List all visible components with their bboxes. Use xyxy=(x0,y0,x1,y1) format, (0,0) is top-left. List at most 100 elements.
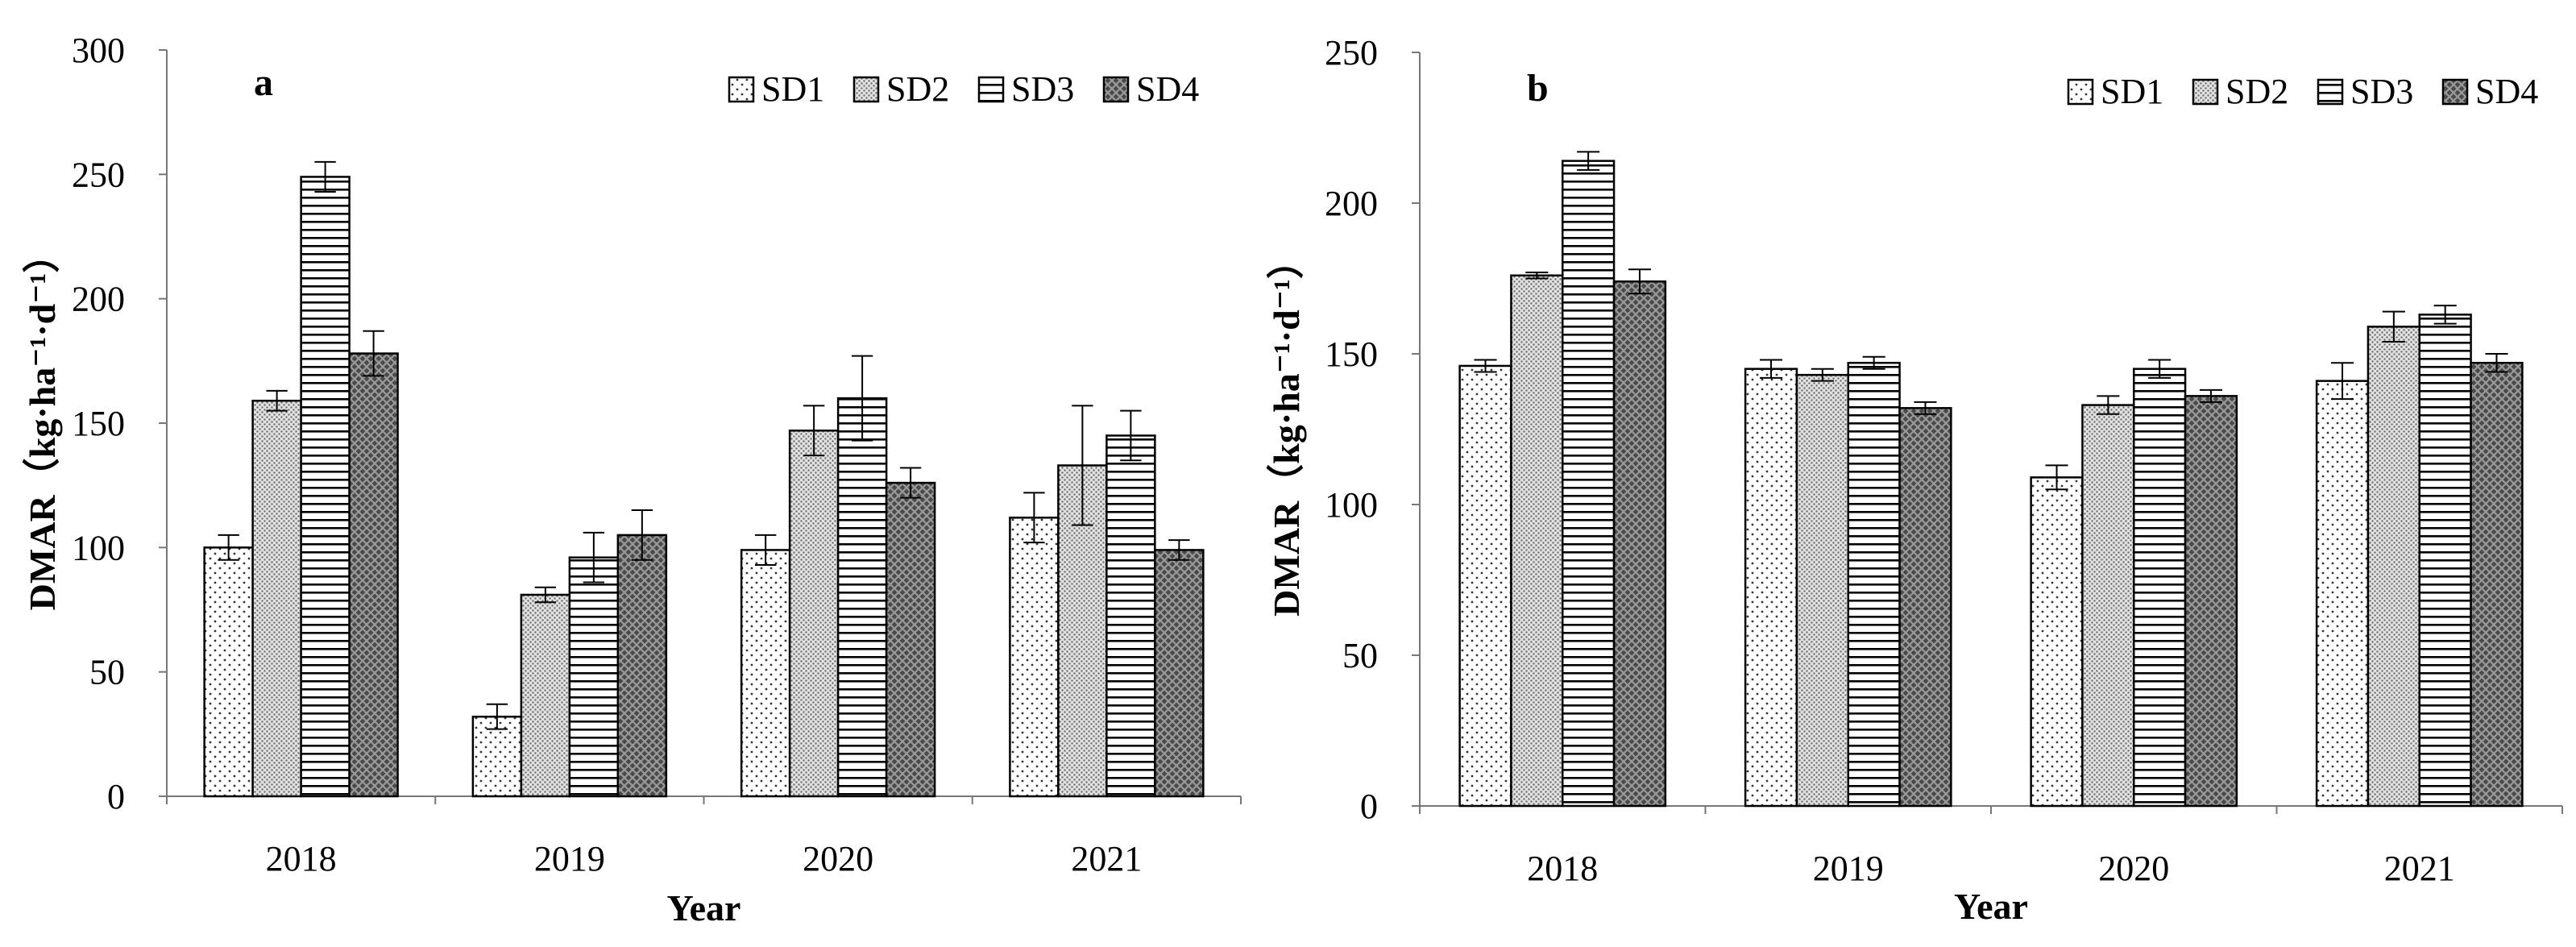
bar-sd2-2018 xyxy=(251,399,302,798)
legend-swatch xyxy=(728,76,755,103)
y-tick-label: 50 xyxy=(89,653,125,692)
error-bar-sd1-2020 xyxy=(754,534,777,566)
bar-sd4-2021 xyxy=(1154,549,1205,798)
chart-panel-a: 0 50 100 150 200 250 300 2018 2019 2020 2021 a Year D… xyxy=(22,31,1242,928)
error-bar-sd4-2018 xyxy=(1628,268,1652,295)
legend-label: SD3 xyxy=(1011,69,1074,109)
legend-label: SD4 xyxy=(2475,72,2538,111)
y-tick-label: 250 xyxy=(1325,33,1378,73)
y-tick-label: 0 xyxy=(1360,787,1378,826)
legend-label: SD2 xyxy=(886,69,949,109)
error-bar-sd2-2021 xyxy=(2382,310,2405,343)
bar-sd3-2018 xyxy=(1562,160,1616,808)
legend-swatch xyxy=(1102,76,1130,103)
bar-sd1-2018 xyxy=(203,546,254,798)
y-tick-label: 0 xyxy=(107,777,125,816)
legend-item-sd2: SD2 xyxy=(2192,72,2288,111)
bar-sd2-2020 xyxy=(788,430,840,798)
x-axis-title: Year xyxy=(667,887,741,928)
bar-sd4-2019 xyxy=(616,534,668,798)
error-bar-sd4-2019 xyxy=(1914,401,1937,415)
error-bar-sd2-2020 xyxy=(803,405,825,457)
bar-sd3-2021 xyxy=(1105,434,1156,798)
bar-sd1-2021 xyxy=(2315,380,2370,808)
error-bar-sd2-2018 xyxy=(266,389,288,412)
x-tick-label: 2019 xyxy=(534,839,605,878)
legend-item-sd2: SD2 xyxy=(852,69,949,109)
y-tick-label: 50 xyxy=(1342,636,1378,675)
error-bar-sd3-2018 xyxy=(314,160,336,193)
legend-label: SD1 xyxy=(761,69,824,109)
error-bar-sd1-2019 xyxy=(1759,359,1783,379)
legend-swatch xyxy=(2441,78,2469,106)
legend-label: SD2 xyxy=(2225,72,2288,111)
error-bar-sd4-2020 xyxy=(2199,388,2223,403)
error-bar-sd4-2019 xyxy=(631,509,653,561)
bar-sd2-2020 xyxy=(2081,404,2135,808)
y-tick-label: 100 xyxy=(1325,485,1378,525)
x-axis-title: Year xyxy=(1954,886,2028,927)
y-tick-label: 150 xyxy=(72,404,125,443)
legend-swatch xyxy=(2067,78,2094,106)
legend-item-sd1: SD1 xyxy=(2067,72,2163,111)
legend-item-sd3: SD3 xyxy=(2317,72,2413,111)
y-tick-label: 200 xyxy=(1325,184,1378,223)
panel-letter: a xyxy=(254,61,273,104)
bar-sd1-2021 xyxy=(1009,517,1060,798)
y-axis-title: DMAR（kg·ha⁻¹·d⁻¹） xyxy=(22,236,63,611)
y-tick-label: 300 xyxy=(72,31,125,70)
bar-sd4-2020 xyxy=(885,481,936,798)
bar-sd3-2020 xyxy=(2133,368,2187,808)
bar-sd4-2021 xyxy=(2470,361,2524,808)
bar-sd4-2020 xyxy=(2184,395,2238,808)
legend-label: SD1 xyxy=(2101,72,2163,111)
legend: SD1 SD2 SD3 SD4 xyxy=(2067,72,2538,111)
x-tick-label: 2021 xyxy=(1071,839,1142,878)
chart-panel-b: 0 50 100 150 200 250 2018 2019 2020 2021 b Year DMAR… xyxy=(1266,33,2563,927)
legend-item-sd3: SD3 xyxy=(977,69,1074,109)
bar-sd4-2018 xyxy=(348,352,399,798)
x-tick-label: 2020 xyxy=(803,839,873,878)
y-tick-label: 200 xyxy=(72,280,125,319)
bar-sd1-2019 xyxy=(1744,368,1798,808)
x-tick-label: 2020 xyxy=(2098,849,2169,888)
error-bar-sd2-2018 xyxy=(1525,272,1549,280)
legend-swatch xyxy=(2192,78,2219,106)
legend: SD1 SD2 SD3 SD4 xyxy=(728,69,1199,109)
legend-item-sd4: SD4 xyxy=(2441,72,2538,111)
x-tick-label: 2018 xyxy=(266,839,337,878)
error-bar-sd4-2021 xyxy=(2485,353,2508,373)
legend-item-sd1: SD1 xyxy=(728,69,824,109)
error-bar-sd3-2020 xyxy=(2148,359,2172,379)
error-bar-sd1-2019 xyxy=(486,703,508,730)
x-tick-label: 2019 xyxy=(1813,849,1884,888)
y-tick-label: 250 xyxy=(72,155,125,194)
error-bar-sd4-2018 xyxy=(363,330,384,377)
bar-sd3-2020 xyxy=(836,397,888,798)
legend-item-sd4: SD4 xyxy=(1102,69,1199,109)
error-bar-sd1-2018 xyxy=(218,534,239,561)
error-bar-sd3-2019 xyxy=(1862,355,1885,370)
legend-swatch xyxy=(977,76,1005,103)
legend-label: SD3 xyxy=(2350,72,2413,111)
bar-sd2-2019 xyxy=(1795,373,1849,808)
bar-sd4-2019 xyxy=(1898,407,1952,808)
error-bar-sd2-2019 xyxy=(534,586,557,604)
x-tick-label: 2021 xyxy=(2384,849,2455,888)
error-bar-sd1-2020 xyxy=(2045,464,2068,491)
legend-swatch xyxy=(852,76,880,103)
legend-swatch xyxy=(2317,78,2344,106)
error-bar-sd3-2018 xyxy=(1577,151,1600,171)
x-tick-label: 2018 xyxy=(1527,849,1598,888)
y-axis-title: DMAR（kg·ha⁻¹·d⁻¹） xyxy=(1266,242,1307,617)
bar-sd1-2018 xyxy=(1458,364,1512,808)
error-bar-sd1-2021 xyxy=(2330,362,2354,401)
error-bar-sd2-2019 xyxy=(1811,368,1834,382)
bar-sd3-2019 xyxy=(568,556,620,798)
bar-sd3-2021 xyxy=(2418,314,2472,808)
bar-sd1-2020 xyxy=(740,549,791,798)
panel-letter: b xyxy=(1527,67,1549,110)
error-bar-sd3-2020 xyxy=(851,355,873,442)
bar-sd2-2021 xyxy=(2367,326,2420,808)
